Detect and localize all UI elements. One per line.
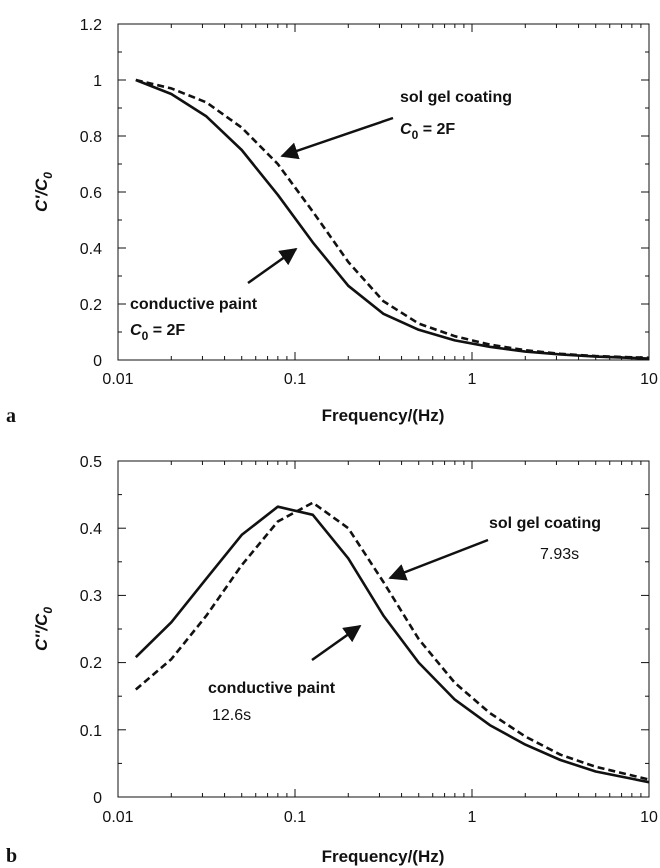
series-lines <box>134 501 650 784</box>
panel-label: b <box>6 845 17 867</box>
y-tick-label: 0.8 <box>80 129 102 146</box>
arrow <box>280 116 394 160</box>
y-tick-label: 0 <box>93 353 102 370</box>
x-tick-label: 1 <box>468 371 477 388</box>
annotation-label: 7.93s <box>540 546 579 563</box>
annotation-label: C0 = 2F <box>130 322 185 343</box>
annotation-label: C0 = 2F <box>400 121 455 142</box>
series-line-conductive-paint <box>135 78 650 360</box>
arrow <box>247 247 298 285</box>
annotation-label: sol gel coating <box>400 89 512 106</box>
series-lines <box>135 78 650 360</box>
y-tick-label: 0.2 <box>80 655 102 672</box>
annotation-conductive-paint: conductive paint 12.6s <box>208 624 362 724</box>
annotation-label: sol gel coating <box>489 515 601 532</box>
y-tick-label: 0.2 <box>80 297 102 314</box>
panel-a: 0 0.2 0.4 0.6 0.8 1 1.2 0.01 0.1 1 10 Fr… <box>6 17 658 427</box>
x-tick-label: 0.1 <box>284 809 306 826</box>
y-tick-label: 1.2 <box>80 17 102 34</box>
y-tick-label: 0.6 <box>80 185 102 202</box>
x-tick-label: 0.01 <box>102 371 133 388</box>
y-tick-label: 0.3 <box>80 588 102 605</box>
y-tick-label: 0.1 <box>80 723 102 740</box>
tick-marks <box>117 23 649 361</box>
x-tick-label: 0.1 <box>284 371 306 388</box>
y-tick-label: 0.4 <box>80 521 102 538</box>
x-axis-title: Frequency/(Hz) <box>322 406 445 425</box>
y-tick-label: 0 <box>93 790 102 807</box>
x-axis-title: Frequency/(Hz) <box>322 847 445 866</box>
x-tick-label: 1 <box>468 809 477 826</box>
y-tick-label: 0.4 <box>80 241 102 258</box>
arrow <box>311 624 362 662</box>
y-axis-title: C''/C0 <box>32 607 55 651</box>
annotation-conductive-paint: conductive paint C0 = 2F <box>130 247 298 343</box>
x-tick-label: 10 <box>640 371 658 388</box>
annotation-sol-gel: sol gel coating C0 = 2F <box>280 89 512 160</box>
plot-frame <box>117 460 650 798</box>
tick-marks <box>117 460 649 798</box>
y-axis-title: C'/C0 <box>32 172 55 212</box>
series-line-conductive-paint <box>134 505 650 784</box>
panel-label: a <box>6 405 16 427</box>
annotation-sol-gel: sol gel coating 7.93s <box>388 515 601 581</box>
x-tick-label: 10 <box>640 809 658 826</box>
y-tick-label: 1 <box>93 73 102 90</box>
series-line-sol-gel <box>135 78 650 360</box>
annotation-label: conductive paint <box>208 680 336 697</box>
panel-b: 0 0.1 0.2 0.3 0.4 0.5 0.01 0.1 1 10 Freq… <box>6 454 658 867</box>
annotation-label: 12.6s <box>212 707 251 724</box>
annotation-label: conductive paint <box>130 296 258 313</box>
y-tick-label: 0.5 <box>80 454 102 471</box>
series-line-sol-gel <box>134 501 650 781</box>
arrow <box>388 538 489 581</box>
x-tick-label: 0.01 <box>102 809 133 826</box>
